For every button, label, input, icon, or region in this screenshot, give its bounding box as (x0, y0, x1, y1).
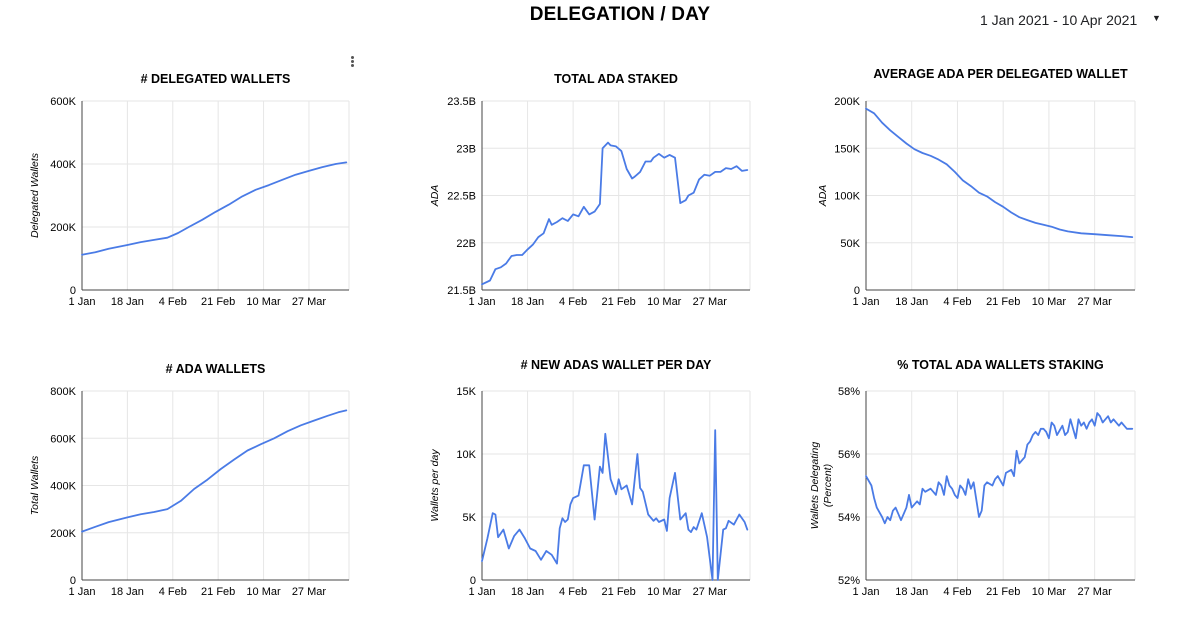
x-tick-label: 18 Jan (111, 296, 144, 308)
y-tick-label: 22B (456, 238, 476, 250)
y-tick-label: 800K (50, 386, 76, 398)
y-tick-label: 5K (463, 512, 477, 524)
y-axis-label: Wallets per day (429, 449, 441, 522)
y-tick-label: 200K (50, 222, 76, 234)
chart-title: AVERAGE ADA PER DELEGATED WALLET (873, 67, 1128, 81)
y-axis-label: Wallets Delegating(Percent) (809, 442, 834, 530)
y-tick-label: 15K (456, 386, 476, 398)
y-tick-label: 400K (50, 481, 76, 493)
chart-title: # ADA WALLETS (166, 362, 266, 376)
x-tick-label: 4 Feb (159, 586, 187, 598)
chart-panel-2: TOTAL ADA STAKED 21.5B 22B 22.5B 23B 23.5B 1 J… (429, 72, 751, 308)
x-tick-label: 21 Feb (602, 586, 636, 598)
x-tick-label: 1 Jan (69, 296, 96, 308)
x-tick-label: 10 Mar (1032, 296, 1067, 308)
series-line (865, 107, 1134, 239)
chart-panel-3: AVERAGE ADA PER DELEGATED WALLET 0 50K 100K… (817, 67, 1136, 308)
chart-panel-1: # DELEGATED WALLETS 0 200K 400K 600K 1 Jan 18 … (29, 72, 350, 308)
x-tick-label: 4 Feb (943, 586, 971, 598)
chart-title: TOTAL ADA STAKED (554, 72, 678, 86)
y-tick-label: 54% (838, 512, 860, 524)
x-tick-label: 27 Mar (693, 296, 728, 308)
series-line (81, 161, 348, 256)
x-tick-label: 21 Feb (986, 296, 1020, 308)
x-tick-label: 1 Jan (469, 586, 496, 598)
chart-title: % TOTAL ADA WALLETS STAKING (897, 358, 1103, 372)
x-tick-label: 21 Feb (201, 586, 235, 598)
x-tick-label: 27 Mar (693, 586, 728, 598)
x-tick-label: 4 Feb (159, 296, 187, 308)
x-tick-label: 1 Jan (853, 586, 880, 598)
x-tick-label: 10 Mar (246, 296, 281, 308)
series-line (865, 412, 1134, 525)
y-axis-label: ADA (817, 185, 829, 208)
y-tick-label: 150K (834, 143, 860, 155)
y-tick-label: 50K (840, 238, 860, 250)
x-tick-label: 1 Jan (853, 296, 880, 308)
y-tick-label: 10K (456, 449, 476, 461)
caret-down-icon[interactable]: ▼ (1152, 13, 1161, 23)
series-line (81, 409, 348, 533)
x-tick-label: 21 Feb (201, 296, 235, 308)
y-tick-label: 23B (456, 143, 476, 155)
x-tick-label: 18 Jan (111, 586, 144, 598)
chart-panel-4: # ADA WALLETS 0 200K 400K 600K 800K 1 Jan 18 Ja… (29, 362, 350, 598)
y-tick-label: 0 (470, 575, 476, 587)
series-line (481, 141, 749, 286)
series-line (481, 429, 749, 581)
y-tick-label: 56% (838, 449, 860, 461)
y-tick-label: 0 (70, 285, 76, 297)
y-tick-label: 400K (50, 159, 76, 171)
x-tick-label: 18 Jan (895, 586, 928, 598)
y-tick-label: 200K (834, 96, 860, 108)
y-tick-label: 21.5B (447, 285, 476, 297)
x-tick-label: 10 Mar (246, 586, 281, 598)
x-tick-label: 4 Feb (943, 296, 971, 308)
x-tick-label: 21 Feb (602, 296, 636, 308)
x-tick-label: 27 Mar (1078, 296, 1113, 308)
x-tick-label: 18 Jan (511, 296, 544, 308)
x-tick-label: 27 Mar (292, 586, 327, 598)
y-tick-label: 23.5B (447, 96, 476, 108)
x-tick-label: 27 Mar (292, 296, 327, 308)
y-tick-label: 22.5B (447, 191, 476, 203)
x-tick-label: 1 Jan (69, 586, 96, 598)
y-axis-label: Total Wallets (29, 455, 41, 515)
y-tick-label: 0 (854, 285, 860, 297)
chart-panel-6: % TOTAL ADA WALLETS STAKING 52% 54% 56% 58% 1… (809, 358, 1136, 598)
y-tick-label: 100K (834, 191, 860, 203)
y-axis-label: ADA (429, 185, 441, 208)
y-tick-label: 0 (70, 575, 76, 587)
more-vert-icon[interactable] (348, 55, 356, 71)
date-range-selector[interactable]: 1 Jan 2021 - 10 Apr 2021 (980, 12, 1138, 28)
x-tick-label: 4 Feb (559, 586, 587, 598)
x-tick-label: 10 Mar (647, 586, 682, 598)
y-tick-label: 600K (50, 96, 76, 108)
x-tick-label: 4 Feb (559, 296, 587, 308)
y-tick-label: 200K (50, 528, 76, 540)
chart-panel-5: # NEW ADAS WALLET PER DAY 0 5K 10K 15K 1 Jan 1… (429, 358, 751, 598)
y-axis-label: Delegated Wallets (29, 152, 41, 238)
y-tick-label: 58% (838, 386, 860, 398)
x-tick-label: 18 Jan (511, 586, 544, 598)
x-tick-label: 1 Jan (469, 296, 496, 308)
x-tick-label: 18 Jan (895, 296, 928, 308)
x-tick-label: 21 Feb (986, 586, 1020, 598)
x-tick-label: 10 Mar (1032, 586, 1067, 598)
x-tick-label: 27 Mar (1078, 586, 1113, 598)
y-tick-label: 600K (50, 433, 76, 445)
chart-title: # NEW ADAS WALLET PER DAY (521, 358, 712, 372)
page-title: DELEGATION / DAY (529, 4, 711, 25)
x-tick-label: 10 Mar (647, 296, 682, 308)
y-tick-label: 52% (838, 575, 860, 587)
chart-title: # DELEGATED WALLETS (141, 72, 291, 86)
